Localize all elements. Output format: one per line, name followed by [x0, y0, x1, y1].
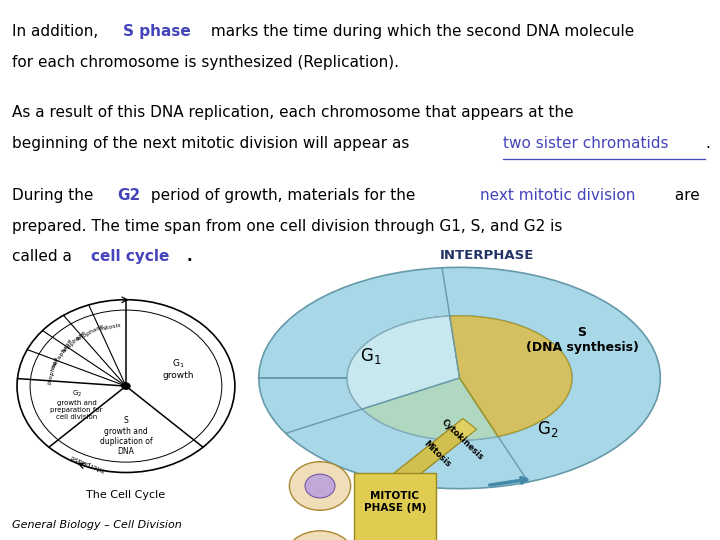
Polygon shape: [450, 316, 572, 436]
Text: beginning of the next mitotic division will appear as: beginning of the next mitotic division w…: [12, 136, 415, 151]
Text: In addition,: In addition,: [12, 24, 104, 39]
Text: .: .: [187, 249, 192, 265]
Polygon shape: [382, 429, 463, 494]
Text: mitosis: mitosis: [99, 322, 122, 332]
Text: Cytokinesis: Cytokinesis: [439, 418, 485, 462]
Text: MITOTIC
PHASE (M): MITOTIC PHASE (M): [364, 491, 426, 513]
Text: The Cell Cycle: The Cell Cycle: [86, 490, 166, 501]
Circle shape: [305, 474, 335, 498]
Circle shape: [289, 462, 351, 510]
Text: metaphase: metaphase: [50, 338, 73, 370]
Text: G$_2$: G$_2$: [537, 419, 559, 440]
Text: G2: G2: [117, 188, 140, 203]
Circle shape: [122, 383, 130, 389]
Text: G$_1$
growth: G$_1$ growth: [163, 357, 194, 380]
Text: As a result of this DNA replication, each chromosome that appears at the: As a result of this DNA replication, eac…: [12, 105, 574, 120]
Text: are: are: [670, 188, 700, 203]
Text: INTERPHASE: INTERPHASE: [440, 249, 534, 262]
Circle shape: [284, 531, 356, 540]
Text: marks the time during which the second DNA molecule: marks the time during which the second D…: [206, 24, 634, 39]
Text: telophase: telophase: [76, 323, 105, 342]
Text: for each chromosome is synthesized (Replication).: for each chromosome is synthesized (Repl…: [12, 55, 400, 70]
Text: anaphase: anaphase: [61, 329, 87, 354]
Text: S phase: S phase: [123, 24, 192, 39]
Text: two sister chromatids: two sister chromatids: [503, 136, 669, 151]
Polygon shape: [450, 316, 572, 436]
Polygon shape: [395, 418, 477, 483]
Text: next mitotic division: next mitotic division: [480, 188, 636, 203]
Text: interphase: interphase: [68, 453, 105, 473]
Text: period of growth, materials for the: period of growth, materials for the: [146, 188, 420, 203]
Text: During the: During the: [12, 188, 99, 203]
Text: prophase: prophase: [46, 356, 58, 385]
Polygon shape: [347, 316, 459, 409]
Polygon shape: [258, 267, 660, 489]
Polygon shape: [354, 472, 436, 540]
Text: G$_1$: G$_1$: [360, 346, 382, 367]
Text: Mitosis: Mitosis: [422, 438, 453, 469]
Text: General Biology – Cell Division: General Biology – Cell Division: [12, 520, 182, 530]
Polygon shape: [362, 378, 498, 440]
Text: called a: called a: [12, 249, 77, 265]
Text: S
growth and
duplication of
DNA: S growth and duplication of DNA: [99, 416, 152, 456]
Text: cell cycle: cell cycle: [91, 249, 170, 265]
Text: prepared. The time span from one cell division through G1, S, and G2 is: prepared. The time span from one cell di…: [12, 219, 562, 234]
Text: .: .: [705, 136, 710, 151]
Text: G$_2$
growth and
preparation for
cell division: G$_2$ growth and preparation for cell di…: [50, 389, 103, 420]
Text: S
(DNA synthesis): S (DNA synthesis): [526, 326, 639, 354]
